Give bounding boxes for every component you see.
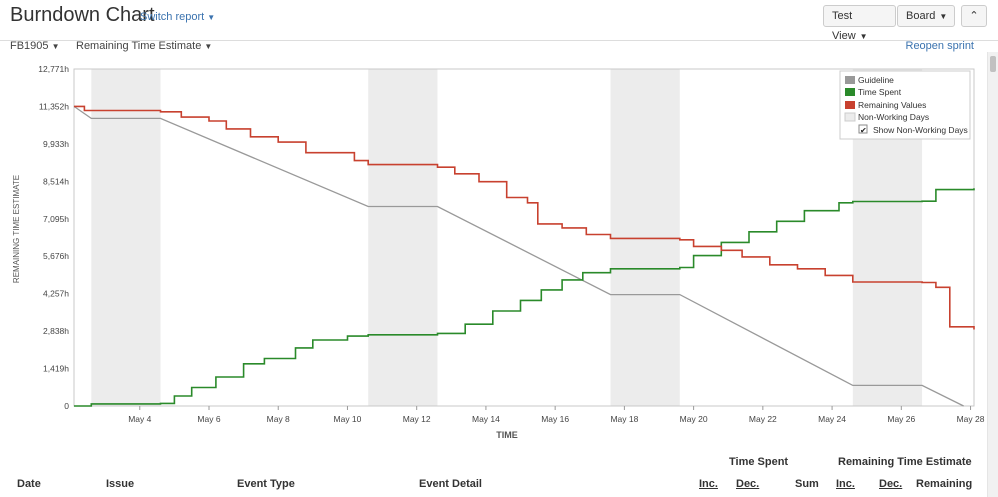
legend-box [839, 70, 971, 140]
switch-report-link[interactable]: Switch report ▼ [140, 11, 215, 23]
sprint-dropdown[interactable]: FB1905 ▼ [10, 40, 60, 52]
legend-swatch-remaining [845, 101, 855, 109]
legend-swatch-time-spent [845, 88, 855, 96]
legend-swatch-guideline [845, 76, 855, 84]
series-line-remaining-values [74, 105, 975, 330]
sprint-label: FB1905 [10, 40, 49, 52]
x-axis-label: TIME [496, 430, 518, 440]
chevron-down-icon: ▼ [204, 42, 213, 51]
chevron-down-icon: ▼ [207, 13, 216, 22]
legend-label-non-working: Non-Working Days [858, 112, 929, 122]
col-time-inc[interactable]: Inc. [699, 478, 718, 490]
x-tick-label: May 8 [267, 414, 290, 424]
collapse-button[interactable]: ⌃ [961, 5, 987, 27]
x-tick-label: May 16 [541, 414, 569, 424]
burndown-chart: 0 1,419h 2,838h 4,257h 5,676h 7,095h 8,514h 9,9… [12, 64, 985, 440]
x-tick-label: May 12 [403, 414, 431, 424]
col-issue[interactable]: Issue [106, 478, 135, 490]
chevron-down-icon: ▼ [939, 12, 948, 21]
y-tick-label: 7,095h [43, 214, 69, 224]
x-tick-label: May 14 [472, 414, 500, 424]
collapse-icon: ⌃ [969, 10, 979, 22]
y-tick-label: 4,257h [43, 289, 69, 299]
col-event-type[interactable]: Event Type [237, 478, 295, 490]
legend-label-remaining: Remaining Values [858, 100, 926, 110]
y-tick-label: 2,838h [43, 326, 69, 336]
non-working-band [610, 69, 680, 406]
col-remaining-inc[interactable]: Inc. [836, 478, 855, 490]
board-label: Board [906, 10, 936, 22]
col-remaining-value[interactable]: Remaining [916, 478, 973, 490]
y-tick-label: 11,352h [39, 101, 69, 111]
show-non-working-checkbox[interactable] [858, 124, 868, 134]
y-tick-label: 0 [64, 401, 69, 411]
estimate-dropdown[interactable]: Remaining Time Estimate ▼ [76, 40, 212, 52]
test-view-button[interactable]: Test View ▼ [823, 5, 896, 42]
sprint-toolbar: FB1905 ▼ Remaining Time Estimate ▼ Reope… [0, 40, 998, 54]
reopen-sprint-link[interactable]: Reopen sprint [905, 40, 975, 52]
legend-label-time-spent: Time Spent [858, 87, 902, 97]
series-line-guideline [73, 105, 964, 407]
group-time-spent: Time Spent [729, 456, 789, 468]
report-header: Burndown Chart Switch report ▼ Test View… [0, 0, 998, 42]
plot-area-border [73, 68, 975, 407]
series-lines [73, 105, 975, 407]
chevron-down-icon: ▼ [859, 32, 868, 41]
col-date[interactable]: Date [17, 478, 41, 490]
series-line-time-spent [74, 188, 975, 407]
chevron-down-icon: ▼ [51, 42, 60, 51]
y-tick-label: 5,676h [43, 251, 69, 261]
legend-swatch-non-working [844, 112, 856, 122]
group-remaining-estimate: Remaining Time Estimate [838, 456, 972, 468]
col-remaining-dec[interactable]: Dec. [879, 478, 903, 490]
events-table-header: Time Spent Remaining Time Estimate Date … [0, 452, 988, 497]
non-working-band [91, 69, 161, 406]
x-tick-label: May 22 [749, 414, 777, 424]
x-tick-label: May 6 [197, 414, 220, 424]
y-axis-label: REMAINING TIME ESTIMATE [12, 175, 21, 283]
y-tick-label: 9,933h [43, 139, 69, 149]
col-time-sum[interactable]: Sum [795, 478, 819, 490]
y-tick-label: 1,419h [43, 364, 69, 374]
legend-label-guideline: Guideline [858, 75, 894, 85]
page-title: Burndown Chart [10, 4, 155, 26]
checkmark-icon: ✔ [860, 126, 867, 135]
test-view-label: Test View [832, 10, 856, 42]
chart-legend: Guideline Time Spent Remaining Values No… [839, 70, 971, 140]
board-button[interactable]: Board ▼ [897, 5, 955, 27]
x-tick-label: May 18 [610, 414, 638, 424]
x-tick-label: May 26 [887, 414, 915, 424]
page-scrollbar[interactable] [987, 52, 998, 497]
y-axis: 0 1,419h 2,838h 4,257h 5,676h 7,095h 8,514h 9,9… [38, 64, 69, 411]
col-time-dec[interactable]: Dec. [736, 478, 760, 490]
x-axis: May 4 May 6 May 8 May 10 May 12 May 14 May 16 M… [128, 406, 985, 424]
non-working-day-bands [91, 69, 923, 406]
col-event-detail[interactable]: Event Detail [419, 478, 482, 490]
y-tick-label: 12,771h [38, 64, 69, 74]
estimate-label: Remaining Time Estimate [76, 40, 202, 52]
switch-report-label: Switch report [140, 11, 205, 23]
non-working-band [368, 69, 438, 406]
scrollbar-thumb[interactable] [990, 56, 996, 72]
x-tick-label: May 28 [957, 414, 985, 424]
x-tick-label: May 10 [334, 414, 362, 424]
x-tick-label: May 4 [128, 414, 151, 424]
show-non-working-label: Show Non-Working Days [873, 125, 968, 135]
x-tick-label: May 24 [818, 414, 846, 424]
y-tick-label: 8,514h [43, 176, 69, 186]
x-tick-label: May 20 [680, 414, 708, 424]
